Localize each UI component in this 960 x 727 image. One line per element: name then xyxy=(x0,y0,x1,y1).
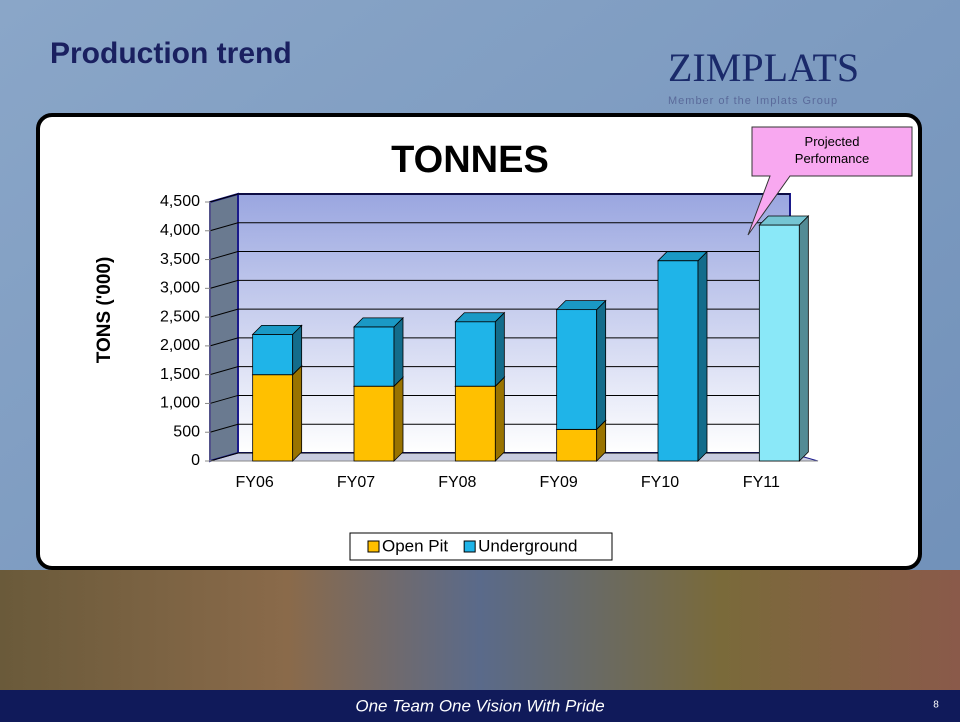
y-tick-label: 1,500 xyxy=(160,366,200,383)
annotation: Projected Performance xyxy=(795,134,869,166)
x-tick-label: FY07 xyxy=(337,474,375,491)
x-tick-label: FY06 xyxy=(236,474,274,491)
y-tick-label: 4,500 xyxy=(160,193,200,210)
legend-label: Underground xyxy=(478,536,577,555)
bar xyxy=(454,311,506,388)
footer-text: One Team One Vision With Pride xyxy=(355,696,604,715)
grid-line xyxy=(209,279,790,289)
grid-line xyxy=(209,193,790,203)
x-tick-label: FY09 xyxy=(540,474,578,491)
y-tick-label: 0 xyxy=(191,452,200,469)
y-tick-label: 2,000 xyxy=(160,337,200,354)
y-tick-label: 3,000 xyxy=(160,280,200,297)
legend-swatch xyxy=(463,540,476,553)
y-tick-label: 1,000 xyxy=(160,395,200,412)
bar xyxy=(353,316,404,388)
chart-title: TONNES xyxy=(391,139,549,181)
y-axis-label: TONS ('000) xyxy=(94,257,115,364)
x-tick-label: FY08 xyxy=(438,474,476,491)
x-tick-label: FY11 xyxy=(743,474,780,491)
legend-label: Open Pit xyxy=(382,536,448,555)
grid-line xyxy=(209,452,790,462)
page-number: 8 xyxy=(933,700,939,711)
callout xyxy=(747,126,913,236)
y-tick-label: 4,000 xyxy=(160,222,200,239)
x-tick-label: FY10 xyxy=(641,474,679,491)
y-tick-label: 3,500 xyxy=(160,251,200,268)
bar xyxy=(251,364,303,462)
slide-title: Production trend xyxy=(50,37,292,70)
floor xyxy=(209,452,819,462)
grid-line xyxy=(209,251,790,261)
footer-band xyxy=(0,690,960,722)
legend-swatch xyxy=(367,540,380,553)
bar xyxy=(353,376,404,462)
y-tick-label: 500 xyxy=(173,423,200,440)
legend-box xyxy=(349,532,613,561)
y-tick-label: 2,500 xyxy=(160,308,200,325)
bar xyxy=(454,376,506,462)
bar xyxy=(555,299,607,431)
side-wall xyxy=(209,192,239,463)
bar xyxy=(251,324,303,376)
bar xyxy=(758,215,810,462)
photo-strip xyxy=(0,570,960,690)
grid-line xyxy=(209,222,790,232)
logo-subtitle: Member of the Implats Group xyxy=(668,95,838,107)
logo: ZIMPLATS xyxy=(668,45,859,90)
bar xyxy=(657,250,708,462)
